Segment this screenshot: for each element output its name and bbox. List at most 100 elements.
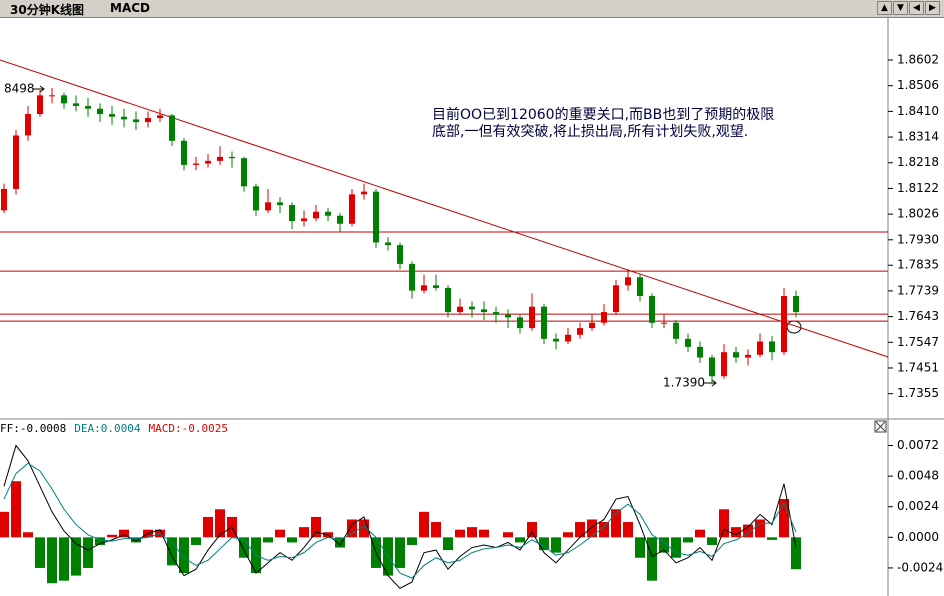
button-right[interactable]: ▶: [925, 1, 940, 15]
candle-body: [229, 156, 235, 159]
macd-bar: [587, 519, 597, 538]
y-tick-label: 1.7643: [897, 309, 939, 323]
candle-body: [385, 242, 391, 246]
macd-bar: [707, 537, 717, 545]
button-left[interactable]: ◀: [909, 1, 924, 15]
macd-bar: [275, 529, 285, 538]
y-tick-label: 0.0072: [897, 438, 939, 452]
y-tick-label: 0.0048: [897, 469, 939, 483]
legend-entry: MACD:-0.0025: [148, 422, 227, 435]
candle-body: [517, 317, 523, 329]
candle-body: [529, 306, 535, 329]
candle-body: [265, 202, 271, 211]
y-tick-label: 1.8026: [897, 207, 939, 221]
y-tick-label: -0.0024: [897, 560, 943, 574]
candle-body: [325, 211, 331, 216]
y-tick-label: 1.7930: [897, 232, 939, 246]
y-tick-label: 0.0000: [897, 530, 939, 544]
macd-bar: [659, 537, 669, 553]
candle-body: [793, 295, 799, 313]
low-arrow: [703, 379, 717, 387]
macd-bar: [455, 529, 465, 538]
macd-bar: [791, 537, 801, 570]
annotation-note: 目前OO已到12060的重要关口,而BB也到了预期的极限底部,一但有效突破,将止…: [430, 105, 780, 192]
macd-bar: [167, 537, 177, 566]
button-up[interactable]: ▲: [877, 1, 892, 15]
macd-bar: [779, 499, 789, 538]
y-tick-label: 1.8218: [897, 155, 939, 169]
candle-body: [205, 160, 211, 164]
macd-line: [3, 444, 797, 589]
macd-bar: [515, 537, 525, 543]
candle-body: [181, 140, 187, 165]
y-tick-label: 1.7547: [897, 335, 939, 349]
candle-body: [505, 314, 511, 318]
candle-body: [73, 103, 79, 107]
title-bar: 30分钟K线图 MACD ▲ ▼ ◀ ▶: [0, 0, 944, 18]
macd-bar: [59, 537, 69, 581]
macd-bar: [599, 522, 609, 538]
macd-bar: [527, 522, 537, 538]
candle-body: [745, 354, 751, 358]
legend-entry: FF:-0.0008: [0, 422, 66, 435]
y-tick-label: 0.0024: [897, 499, 939, 513]
macd-bar: [743, 524, 753, 538]
candle-body: [13, 135, 19, 189]
candle-body: [109, 114, 115, 117]
candle-body: [769, 341, 775, 353]
low-label: 1.7390: [663, 376, 705, 390]
candle-body: [241, 158, 247, 187]
candle-body: [277, 202, 283, 206]
y-tick-label: 1.7835: [897, 258, 939, 272]
macd-bar: [539, 537, 549, 551]
candle-body: [97, 108, 103, 115]
candle-body: [61, 95, 67, 104]
macd-bar: [35, 537, 45, 568]
macd-bar: [611, 509, 621, 538]
macd-bar: [131, 537, 141, 543]
y-tick-label: 1.8506: [897, 78, 939, 92]
macd-bar: [407, 537, 417, 545]
candle-body: [481, 309, 487, 313]
macd-bar: [575, 522, 585, 538]
high-label: 8498: [4, 82, 35, 96]
candle-body: [1, 188, 7, 211]
candle-body: [721, 352, 727, 377]
macd-bar: [203, 516, 213, 538]
candle-body: [85, 106, 91, 109]
candle-body: [493, 312, 499, 315]
macd-bar: [635, 537, 645, 558]
trend-line: [0, 59, 889, 358]
candle-body: [301, 218, 307, 222]
candle-body: [661, 322, 667, 324]
y-tick-label: 1.8410: [897, 104, 939, 118]
macd-bar: [0, 511, 9, 538]
macd-bar: [767, 537, 777, 540]
chart: 8498 1.7390 1.8602 1.8506 1.8410 1.8314 1.82…: [0, 18, 944, 596]
macd-bar: [191, 537, 201, 545]
candle-body: [337, 215, 343, 224]
macd-bar: [83, 537, 93, 568]
candle-body: [433, 285, 439, 288]
macd-bar: [47, 537, 57, 584]
candle-body: [121, 116, 127, 120]
macd-bar: [695, 529, 705, 538]
candle-body: [469, 306, 475, 310]
candle-body: [157, 115, 163, 119]
candle-body: [133, 119, 139, 123]
button-down[interactable]: ▼: [893, 1, 908, 15]
candle-body: [361, 191, 367, 195]
macd-bar: [563, 532, 573, 538]
y-tick-label: 1.7355: [897, 386, 939, 400]
macd-line: [3, 462, 797, 579]
macd-bar: [263, 537, 273, 543]
macd-bar: [731, 527, 741, 538]
macd-bar: [419, 511, 429, 538]
indicator-name: MACD: [110, 1, 150, 15]
macd-bar: [107, 534, 117, 538]
y-tick-label: 1.7739: [897, 283, 939, 297]
macd-bar: [467, 527, 477, 538]
candle-body: [25, 114, 31, 136]
macd-bar: [71, 537, 81, 576]
